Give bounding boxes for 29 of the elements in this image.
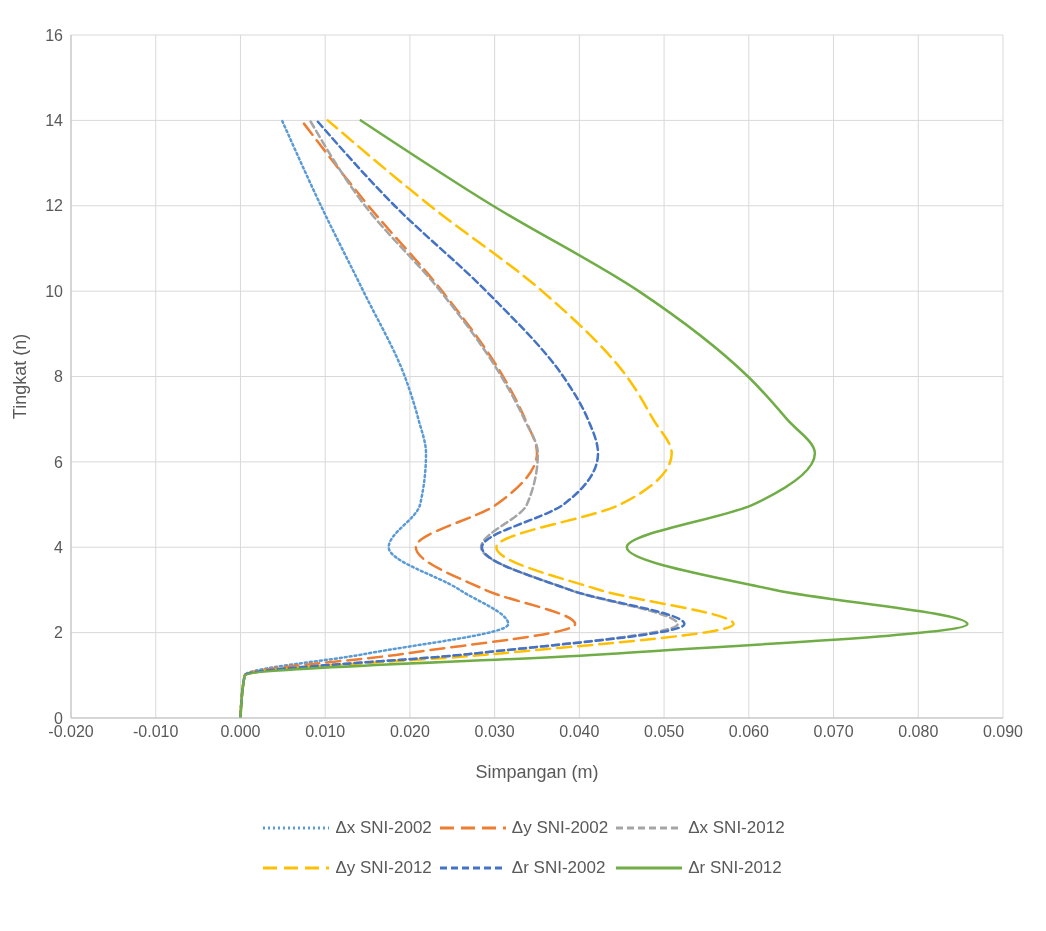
y-axis-title: Tingkat (n): [10, 333, 31, 420]
x-tick-label: 0.020: [389, 723, 431, 741]
y-tick-label: 14: [45, 112, 64, 130]
x-tick-label: -0.010: [133, 723, 179, 741]
x-tick-label: 0.040: [559, 723, 600, 741]
x-tick-label: 0.080: [898, 723, 939, 741]
legend-label: Δy SNI-2012: [335, 858, 432, 878]
line-series: [239, 119, 969, 718]
legend-label: Δx SNI-2012: [688, 818, 785, 838]
x-tick-label: 0.070: [813, 723, 854, 741]
legend-label: Δx SNI-2002: [335, 818, 432, 838]
y-tick-label: 16: [45, 26, 64, 44]
legend-label: Δr SNI-2002: [511, 858, 606, 878]
x-tick-label: -0.020: [48, 723, 94, 741]
x-tick-label: 0.090: [982, 723, 1024, 741]
y-tick-label: 8: [54, 368, 64, 386]
x-tick-label: 0.000: [220, 723, 261, 741]
x-tick-label: 0.010: [305, 723, 346, 741]
y-tick-label: 10: [45, 282, 64, 300]
x-tick-label: 0.030: [474, 723, 515, 741]
x-tick-label: 0.060: [728, 723, 769, 741]
legend-label: Δy SNI-2002: [511, 818, 609, 838]
y-tick-label: 6: [54, 453, 64, 471]
y-tick-label: 12: [45, 197, 64, 215]
x-axis-title: Simpangan (m): [475, 762, 599, 782]
y-tick-label: 2: [54, 624, 64, 642]
x-tick-label: 0.050: [644, 723, 685, 741]
y-tick-label: 4: [54, 538, 64, 556]
legend-label: Δr SNI-2012: [688, 858, 782, 878]
